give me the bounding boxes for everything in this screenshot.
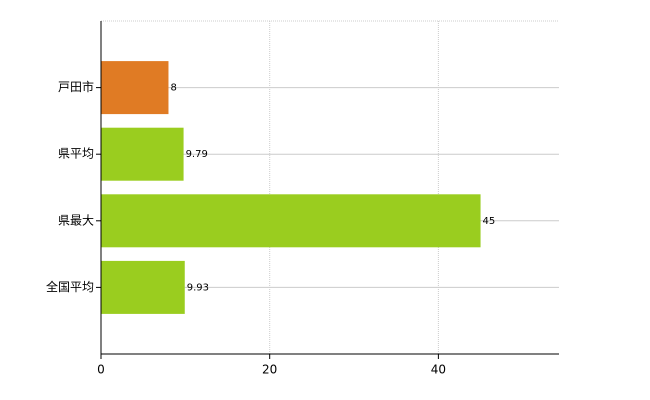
bar [101,61,169,115]
y-tick-label: 県最大 [58,213,94,227]
x-tick-label: 40 [431,363,446,377]
x-tick-label: 0 [97,363,105,377]
value-label: 45 [483,216,496,227]
bar [101,194,481,248]
y-tick-label: 全国平均 [46,279,94,294]
value-label: 8 [170,83,176,94]
y-tick-label: 県平均 [58,147,94,161]
bar [101,260,185,314]
value-label: 9.79 [186,149,208,160]
y-tick-label: 戸田市 [58,79,94,94]
x-tick-label: 20 [262,363,277,377]
bar [101,127,184,181]
value-label: 9.93 [187,282,209,293]
